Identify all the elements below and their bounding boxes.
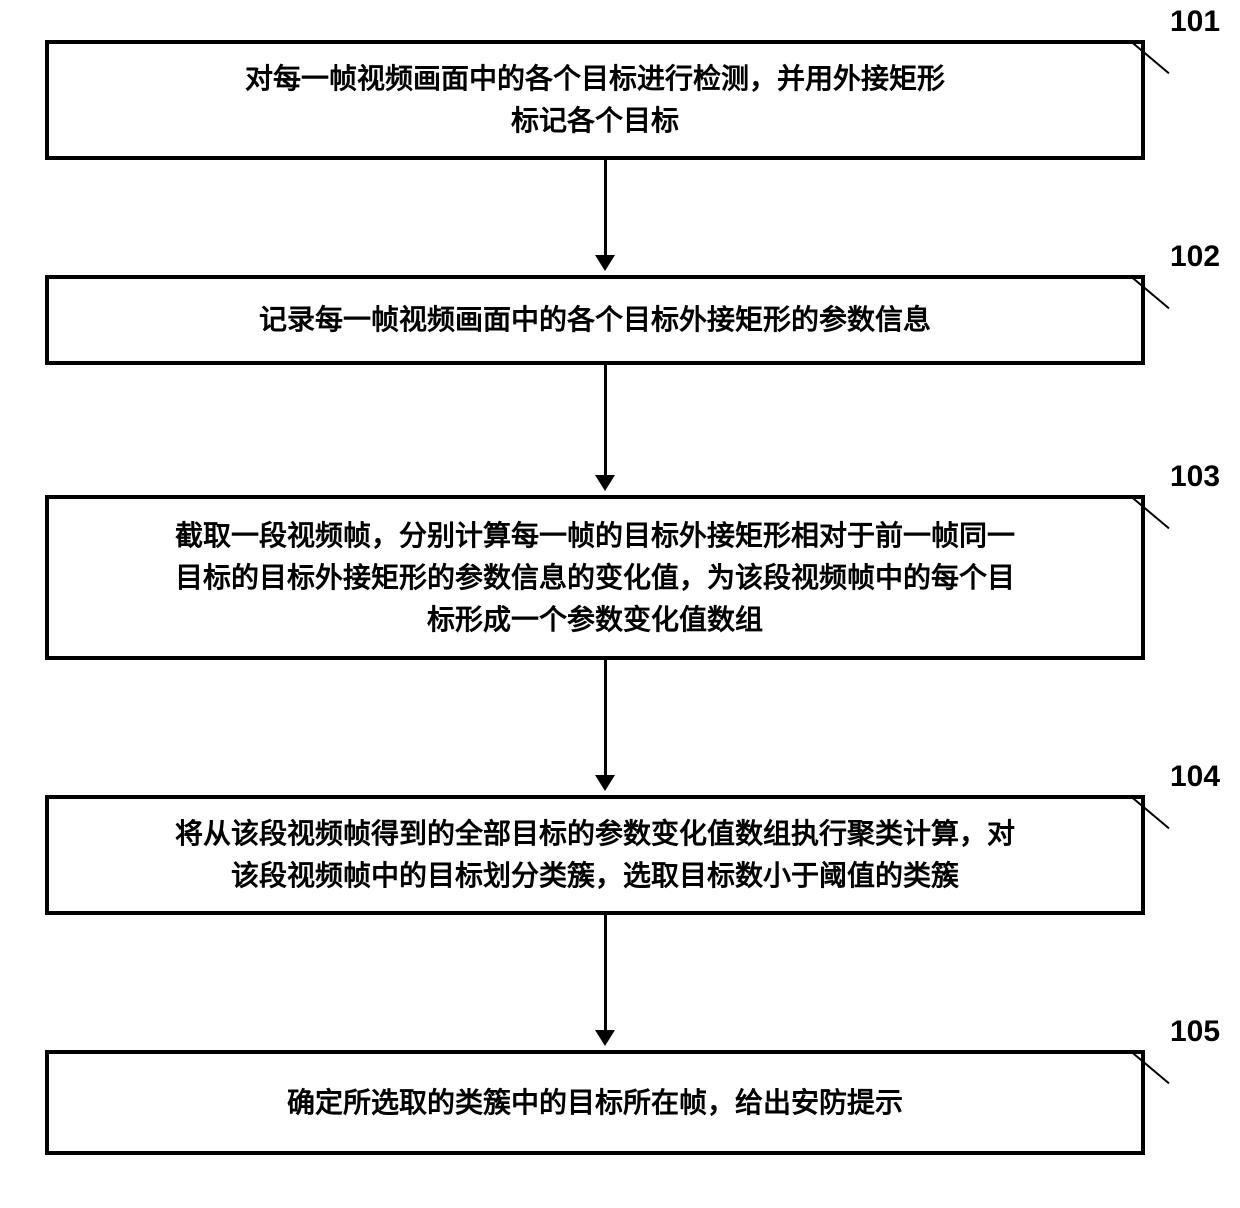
step-box-104: 将从该段视频帧得到的全部目标的参数变化值数组执行聚类计算，对该段视频帧中的目标划…: [45, 795, 1145, 915]
arrow-head-2: [595, 475, 615, 491]
step-box-105: 确定所选取的类簇中的目标所在帧，给出安防提示: [45, 1050, 1145, 1155]
step-label-101: 101: [1170, 5, 1220, 39]
step-text-101: 对每一帧视频画面中的各个目标进行检测，并用外接矩形标记各个目标: [245, 58, 945, 142]
step-label-105: 105: [1170, 1015, 1220, 1049]
arrow-4: [595, 915, 615, 1046]
step-text-104: 将从该段视频帧得到的全部目标的参数变化值数组执行聚类计算，对该段视频帧中的目标划…: [175, 813, 1015, 897]
step-label-104: 104: [1170, 760, 1220, 794]
step-text-102: 记录每一帧视频画面中的各个目标外接矩形的参数信息: [259, 299, 931, 341]
step-label-102: 102: [1170, 240, 1220, 274]
arrow-head-1: [595, 255, 615, 271]
step-box-102: 记录每一帧视频画面中的各个目标外接矩形的参数信息: [45, 275, 1145, 365]
arrow-head-3: [595, 775, 615, 791]
step-label-103: 103: [1170, 460, 1220, 494]
arrow-3: [595, 660, 615, 791]
arrow-line-2: [604, 365, 607, 475]
flowchart-container: 对每一帧视频画面中的各个目标进行检测，并用外接矩形标记各个目标 101 记录每一…: [0, 0, 1240, 1208]
step-box-101: 对每一帧视频画面中的各个目标进行检测，并用外接矩形标记各个目标: [45, 40, 1145, 160]
step-box-103: 截取一段视频帧，分别计算每一帧的目标外接矩形相对于前一帧同一目标的目标外接矩形的…: [45, 495, 1145, 660]
arrow-line-3: [604, 660, 607, 775]
step-text-105: 确定所选取的类簇中的目标所在帧，给出安防提示: [287, 1082, 903, 1124]
arrow-1: [595, 160, 615, 271]
arrow-2: [595, 365, 615, 491]
step-text-103: 截取一段视频帧，分别计算每一帧的目标外接矩形相对于前一帧同一目标的目标外接矩形的…: [175, 515, 1015, 641]
arrow-line-4: [604, 915, 607, 1030]
arrow-head-4: [595, 1030, 615, 1046]
arrow-line-1: [604, 160, 607, 255]
